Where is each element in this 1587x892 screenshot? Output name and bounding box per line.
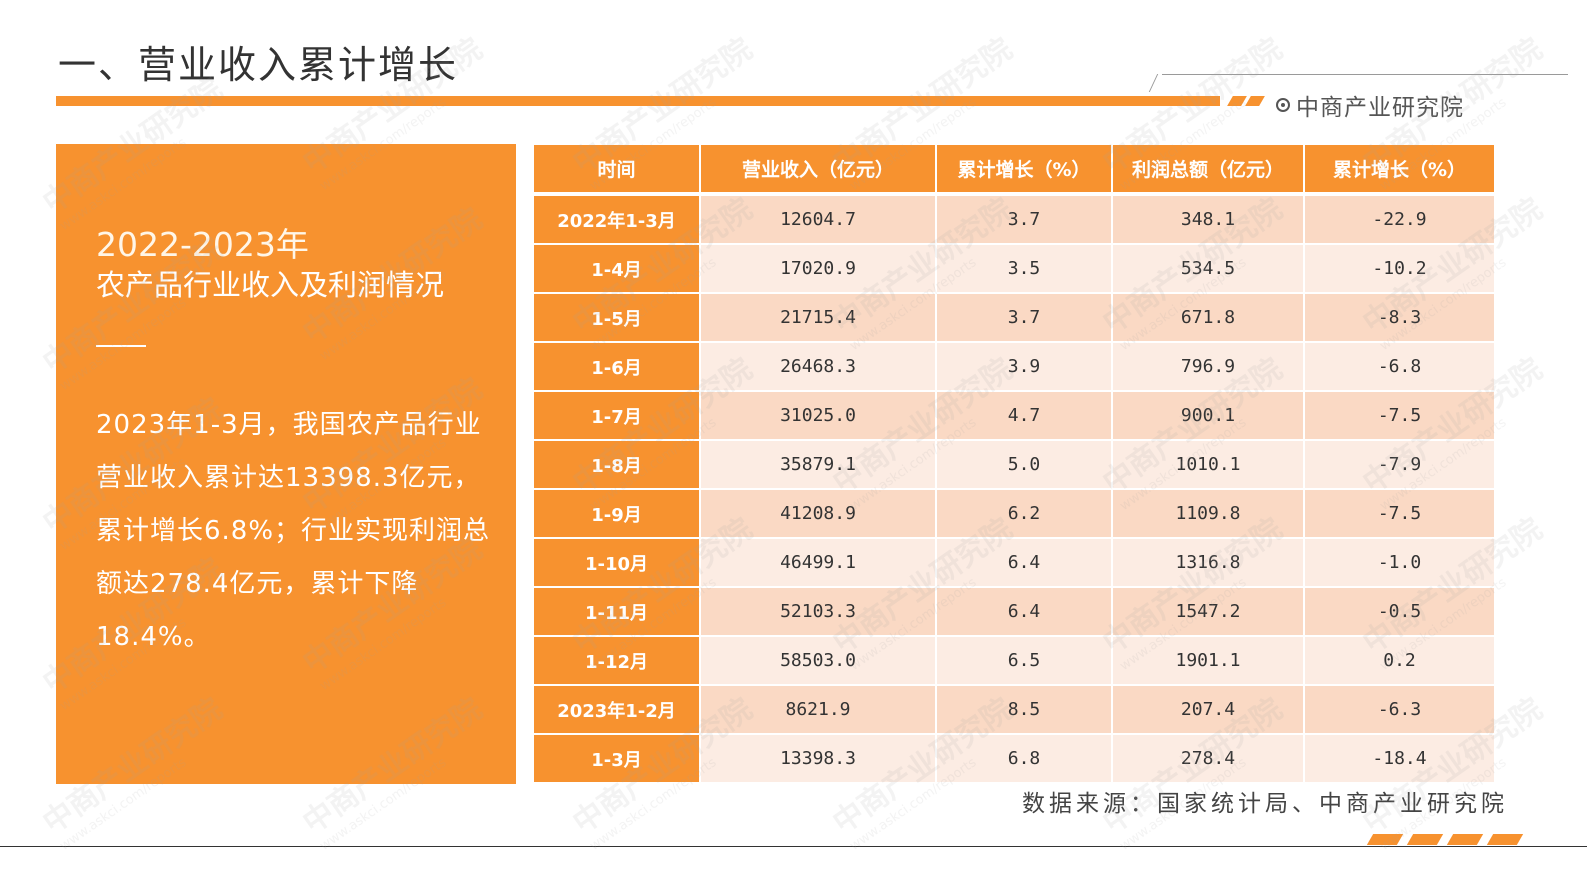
row-revenue: 13398.3 [700,734,937,784]
row-revenue: 52103.3 [700,587,937,637]
row-revenue-growth: 8.5 [936,685,1113,735]
brand-logo: 中商产业研究院 [1276,88,1464,122]
header-time: 时间 [534,145,701,196]
row-profit-growth: -8.3 [1304,293,1494,343]
row-profit-growth: -18.4 [1304,734,1494,784]
table-row: 1-3月 13398.3 6.8 278.4 -18.4 [534,734,1494,784]
row-revenue: 31025.0 [700,391,937,441]
title-accent-bar [56,96,1220,106]
table-row: 1-4月 17020.9 3.5 534.5 -10.2 [534,244,1494,294]
row-profit: 1109.8 [1112,489,1305,539]
header-profit: 利润总额（亿元） [1112,145,1305,196]
row-profit: 207.4 [1112,685,1305,735]
footer-stripe [1366,834,1404,845]
row-revenue-growth: 6.2 [936,489,1113,539]
row-profit: 1901.1 [1112,636,1305,686]
row-revenue-growth: 3.5 [936,244,1113,294]
row-revenue-growth: 6.4 [936,587,1113,637]
row-revenue-growth: 5.0 [936,440,1113,490]
row-time: 1-6月 [534,342,701,392]
row-revenue-growth: 3.9 [936,342,1113,392]
header-revenue-growth: 累计增长（%） [936,145,1113,196]
row-profit-growth: -10.2 [1304,244,1494,294]
row-time: 1-11月 [534,587,701,637]
row-revenue: 12604.7 [700,194,937,245]
row-profit: 534.5 [1112,244,1305,294]
header-revenue: 营业收入（亿元） [700,145,937,196]
row-profit: 1316.8 [1112,538,1305,588]
table-row: 1-12月 58503.0 6.5 1901.1 0.2 [534,636,1494,686]
table-row: 1-5月 21715.4 3.7 671.8 -8.3 [534,293,1494,343]
footer-stripe [1446,834,1484,845]
row-time: 2023年1-2月 [534,685,701,735]
summary-year-range: 2022-2023年 [96,225,309,264]
row-profit-growth: 0.2 [1304,636,1494,686]
row-profit-growth: -6.3 [1304,685,1494,735]
title-bar-stripe [1245,96,1265,106]
row-profit-growth: -7.5 [1304,489,1494,539]
table-row: 1-9月 41208.9 6.2 1109.8 -7.5 [534,489,1494,539]
row-profit-growth: -7.9 [1304,440,1494,490]
table-row: 1-6月 26468.3 3.9 796.9 -6.8 [534,342,1494,392]
row-profit: 796.9 [1112,342,1305,392]
row-profit: 1547.2 [1112,587,1305,637]
row-time: 1-5月 [534,293,701,343]
footer-line [0,846,1587,847]
row-time: 2022年1-3月 [534,194,701,245]
row-profit: 671.8 [1112,293,1305,343]
summary-body-text: 2023年1-3月，我国农产品行业营业收入累计达13398.3亿元，累计增长6.… [96,410,491,652]
row-time: 1-10月 [534,538,701,588]
row-revenue: 35879.1 [700,440,937,490]
row-revenue-growth: 3.7 [936,293,1113,343]
row-profit-growth: -7.5 [1304,391,1494,441]
table-row: 1-10月 46499.1 6.4 1316.8 -1.0 [534,538,1494,588]
summary-card: 2022-2023年 农产品行业收入及利润情况 2023年1-3月，我国农产品行… [56,144,516,784]
brand-logo-icon [1276,98,1290,112]
row-profit-growth: -6.8 [1304,342,1494,392]
table-row: 1-11月 52103.3 6.4 1547.2 -0.5 [534,587,1494,637]
row-time: 1-7月 [534,391,701,441]
table-row: 1-8月 35879.1 5.0 1010.1 -7.9 [534,440,1494,490]
page-title: 一、营业收入累计增长 [58,43,459,87]
summary-subtitle: 农产品行业收入及利润情况 [96,268,445,302]
row-time: 1-3月 [534,734,701,784]
title-bar-stripe [1227,96,1247,106]
row-revenue-growth: 4.7 [936,391,1113,441]
row-revenue: 58503.0 [700,636,937,686]
brand-name: 中商产业研究院 [1296,95,1464,121]
row-profit: 278.4 [1112,734,1305,784]
row-revenue-growth: 6.8 [936,734,1113,784]
row-profit-growth: -22.9 [1304,194,1494,245]
data-source-note: 数据来源：国家统计局、中商产业研究院 [1022,791,1508,817]
summary-divider [96,345,146,347]
row-time: 1-8月 [534,440,701,490]
row-time: 1-9月 [534,489,701,539]
row-profit: 348.1 [1112,194,1305,245]
table-header-row: 时间 营业收入（亿元） 累计增长（%） 利润总额（亿元） 累计增长（%） [534,145,1494,196]
row-time: 1-4月 [534,244,701,294]
row-revenue: 26468.3 [700,342,937,392]
row-profit-growth: -1.0 [1304,538,1494,588]
table-row: 2023年1-2月 8621.9 8.5 207.4 -6.3 [534,685,1494,735]
revenue-profit-table: 时间 营业收入（亿元） 累计增长（%） 利润总额（亿元） 累计增长（%） 202… [534,145,1494,784]
table-row: 1-7月 31025.0 4.7 900.1 -7.5 [534,391,1494,441]
header-profit-growth: 累计增长（%） [1304,145,1494,196]
brand-divider-line [1162,74,1568,75]
row-time: 1-12月 [534,636,701,686]
row-revenue-growth: 3.7 [936,194,1113,245]
row-profit: 1010.1 [1112,440,1305,490]
footer-stripe [1486,834,1524,845]
brand-divider-slant [1148,74,1159,92]
row-revenue: 21715.4 [700,293,937,343]
row-revenue-growth: 6.5 [936,636,1113,686]
row-revenue: 8621.9 [700,685,937,735]
table-row: 2022年1-3月 12604.7 3.7 348.1 -22.9 [534,194,1494,245]
row-revenue-growth: 6.4 [936,538,1113,588]
row-revenue: 46499.1 [700,538,937,588]
row-revenue: 41208.9 [700,489,937,539]
row-profit: 900.1 [1112,391,1305,441]
footer-stripe [1406,834,1444,845]
row-profit-growth: -0.5 [1304,587,1494,637]
row-revenue: 17020.9 [700,244,937,294]
